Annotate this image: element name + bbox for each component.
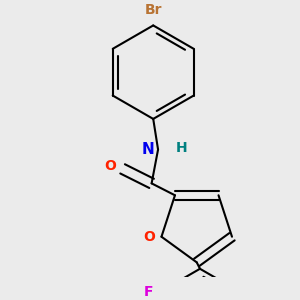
Text: N: N (142, 142, 155, 157)
Text: Br: Br (145, 3, 162, 17)
Text: O: O (143, 230, 155, 244)
Text: F: F (143, 285, 153, 299)
Text: H: H (176, 141, 188, 155)
Text: O: O (104, 159, 116, 172)
